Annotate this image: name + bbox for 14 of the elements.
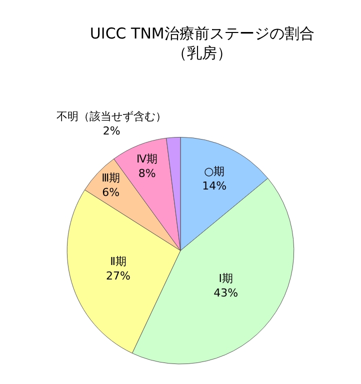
data-label: 43%: [214, 286, 238, 300]
slice-label: Ⅰ期: [218, 272, 233, 286]
slice-label: Ⅱ期: [110, 255, 126, 268]
slice-label: 不明（該当せず含む）: [56, 110, 167, 124]
chart-subtitle: （乳房）: [172, 44, 232, 62]
data-label: 8%: [138, 166, 156, 180]
slice-label: ○期: [204, 164, 225, 178]
chart-title: UICC TNM治療前ステージの割合: [90, 24, 314, 42]
data-label: 14%: [202, 179, 227, 192]
data-label: 2%: [102, 124, 120, 138]
data-label: 27%: [106, 269, 131, 282]
slice-label: Ⅳ期: [136, 152, 158, 166]
data-label: 6%: [102, 186, 120, 199]
slice-label: Ⅲ期: [102, 172, 120, 185]
